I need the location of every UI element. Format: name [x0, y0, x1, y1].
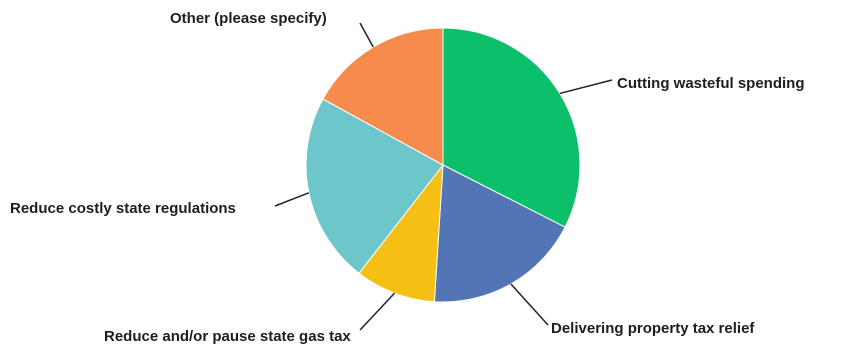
pie-slice-delivering-property-tax-relief	[433, 164, 566, 303]
leader-line	[559, 79, 613, 95]
leader-line	[359, 22, 374, 48]
pie-slice-reduce-costly-state-regulations	[305, 98, 444, 274]
leader-line	[510, 283, 549, 326]
pie-slice-other-please-specify	[322, 27, 444, 166]
leader-line	[274, 192, 310, 207]
label-other-please-specify: Other (please specify)	[170, 10, 327, 27]
leader-line	[359, 292, 396, 331]
pie-slice-reduce-and-or-pause-state-gas-tax	[358, 163, 444, 303]
pie-slice-cutting-wasteful-spending	[442, 27, 581, 228]
label-reduce-costly-state-regulations: Reduce costly state regulations	[10, 200, 236, 217]
leader-lines	[274, 22, 613, 331]
label-reduce-pause-state-gas-tax: Reduce and/or pause state gas tax	[104, 328, 351, 345]
label-cutting-wasteful-spending: Cutting wasteful spending	[617, 75, 805, 92]
label-delivering-property-tax-relief: Delivering property tax relief	[551, 320, 755, 337]
pie-slices	[305, 27, 581, 303]
